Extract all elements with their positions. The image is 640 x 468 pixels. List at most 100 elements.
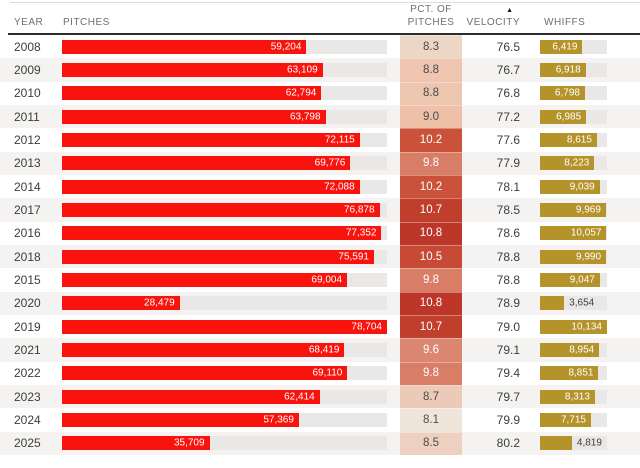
whiffs-value-label: 6,918 xyxy=(555,64,581,76)
year-cell: 2015 xyxy=(14,272,41,287)
pitches-bar: 63,109 xyxy=(62,62,323,77)
table-row: 2016 77,352 10.8 78.6 10,057 xyxy=(0,221,640,245)
year-cell: 2014 xyxy=(14,179,41,194)
column-header-year[interactable]: YEAR xyxy=(14,17,44,28)
spacer xyxy=(387,152,400,175)
header-rule xyxy=(8,33,640,35)
spacer xyxy=(387,58,400,81)
pitches-bar: 69,004 xyxy=(62,272,348,287)
velocity-cell: 78.6 xyxy=(496,226,520,241)
year-cell: 2012 xyxy=(14,132,41,147)
table-row: 2011 63,798 9.0 77.2 6,985 xyxy=(0,104,640,129)
table-row: 2013 69,776 9.8 77.9 8,223 xyxy=(0,151,640,175)
pitches-bar: 78,704 xyxy=(62,319,387,334)
whiffs-bar-track: 6,798 xyxy=(540,86,607,101)
table-row: 2025 35,709 8.5 80.2 4,819 xyxy=(0,431,640,455)
pitches-bar-track: 28,479 xyxy=(62,296,387,311)
whiffs-bar-track: 9,047 xyxy=(540,272,607,287)
pitches-value-label: 72,115 xyxy=(324,134,355,146)
spacer xyxy=(607,315,640,338)
pitches-bar-track: 69,004 xyxy=(62,272,387,287)
pitches-bar: 62,414 xyxy=(62,389,320,404)
pct-of-pitches-cell: 9.8 xyxy=(400,268,462,292)
pct-of-pitches-cell: 9.0 xyxy=(400,104,462,129)
year-cell: 2024 xyxy=(14,412,41,427)
whiffs-bar-track: 3,654 xyxy=(540,296,607,311)
pct-header-line2: PITCHES xyxy=(407,17,455,28)
table-row: 2008 59,204 8.3 76.5 6,419 xyxy=(0,35,640,59)
spacer xyxy=(607,58,640,81)
table-header: YEAR PITCHES PCT. OF PITCHES ▲ VELOCITY … xyxy=(0,3,640,33)
column-header-velocity[interactable]: ▲ VELOCITY xyxy=(462,5,520,36)
velocity-header-label: VELOCITY xyxy=(466,17,520,28)
spacer xyxy=(607,175,640,198)
whiffs-bar-track: 6,419 xyxy=(540,39,607,54)
column-header-pitches[interactable]: PITCHES xyxy=(63,17,110,28)
table-body: 2008 59,204 8.3 76.5 6,419 2009 63, xyxy=(0,35,640,455)
spacer xyxy=(607,362,640,385)
spacer xyxy=(387,408,400,431)
velocity-cell: 79.9 xyxy=(496,412,520,427)
table-row: 2020 28,479 10.8 78.9 3,654 xyxy=(0,291,640,315)
whiffs-bar: 8,954 xyxy=(540,342,600,357)
pitches-bar: 75,591 xyxy=(62,249,374,264)
pitches-bar-track: 78,704 xyxy=(62,319,387,334)
velocity-cell: 78.8 xyxy=(496,249,520,264)
whiffs-bar-track: 9,039 xyxy=(540,179,607,194)
spacer xyxy=(607,292,640,315)
velocity-cell: 76.7 xyxy=(496,62,520,77)
spacer xyxy=(607,128,640,151)
spacer xyxy=(607,105,640,128)
pitches-bar-track: 75,591 xyxy=(62,249,387,264)
pitches-bar-track: 35,709 xyxy=(62,436,387,451)
pitches-value-label: 75,591 xyxy=(338,251,369,263)
whiffs-bar: 8,223 xyxy=(540,156,595,171)
whiffs-bar: 9,990 xyxy=(540,249,607,264)
whiffs-bar: 4,819 xyxy=(540,436,602,451)
spacer xyxy=(520,82,540,105)
pitches-bar-track: 68,419 xyxy=(62,342,387,357)
whiffs-value-label: 8,615 xyxy=(566,134,592,146)
whiffs-value-label: 9,990 xyxy=(576,251,602,263)
year-cell: 2011 xyxy=(14,109,40,124)
velocity-cell: 79.0 xyxy=(496,319,520,334)
whiffs-bar-track: 6,985 xyxy=(540,109,607,124)
whiffs-value-label: 7,715 xyxy=(560,414,586,426)
year-cell: 2022 xyxy=(14,366,41,381)
pitches-bar-track: 62,794 xyxy=(62,86,387,101)
whiffs-value-label: 9,039 xyxy=(569,181,595,193)
pitches-value-label: 69,776 xyxy=(314,157,346,169)
pitches-bar-track: 63,798 xyxy=(62,109,387,124)
pitches-value-label: 59,204 xyxy=(270,41,302,53)
pitches-bar-track: 72,115 xyxy=(62,132,387,147)
pitches-bar-track: 77,352 xyxy=(62,226,387,241)
spacer xyxy=(387,432,400,455)
pitches-bar: 57,369 xyxy=(62,412,299,427)
year-cell: 2009 xyxy=(14,62,41,77)
whiffs-value-label: 6,798 xyxy=(554,87,580,99)
whiffs-bar-track: 9,990 xyxy=(540,249,607,264)
pitches-bar-track: 69,110 xyxy=(62,366,387,381)
spacer xyxy=(520,408,540,431)
spacer xyxy=(520,292,540,315)
table-row: 2022 69,110 9.8 79.4 8,851 xyxy=(0,361,640,385)
pitches-value-label: 78,704 xyxy=(351,321,382,333)
velocity-cell: 76.5 xyxy=(496,39,520,54)
velocity-cell: 77.2 xyxy=(496,109,520,124)
whiffs-bar-track: 8,313 xyxy=(540,389,607,404)
whiffs-bar-track: 7,715 xyxy=(540,412,607,427)
spacer xyxy=(520,268,540,291)
column-header-pct-of-pitches[interactable]: PCT. OF PITCHES xyxy=(400,3,462,36)
pct-of-pitches-cell: 10.2 xyxy=(400,174,462,199)
year-cell: 2013 xyxy=(14,156,41,171)
pitches-bar-track: 59,204 xyxy=(62,39,387,54)
velocity-cell: 78.5 xyxy=(496,202,520,217)
spacer xyxy=(520,385,540,408)
spacer xyxy=(387,222,400,245)
whiffs-bar-track: 8,223 xyxy=(540,156,607,171)
pitches-bar: 28,479 xyxy=(62,296,180,311)
table-row: 2017 76,878 10.7 78.5 9,969 xyxy=(0,198,640,222)
whiffs-bar: 8,313 xyxy=(540,389,595,404)
pitches-bar: 62,794 xyxy=(62,86,322,101)
column-header-whiffs[interactable]: WHIFFS xyxy=(544,17,586,28)
